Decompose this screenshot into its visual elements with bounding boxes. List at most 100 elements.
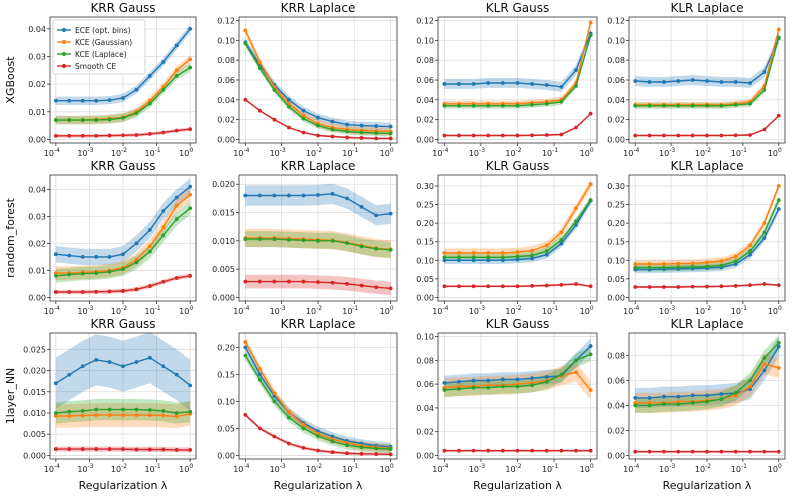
data-point [257,426,262,431]
y-tick-label: 0.010 [23,409,46,418]
data-point [107,269,112,274]
data-point [287,125,291,130]
panel-title: KRR Laplace [281,1,356,15]
data-point [471,82,476,86]
data-point [762,127,767,132]
data-point [762,88,767,92]
x-tick-label: 10-3 [659,147,675,158]
y-tick-label: 0.15 [607,238,625,247]
data-point [705,103,709,108]
data-point [53,133,58,138]
data-point [471,284,476,289]
y-tick-label: 0.12 [607,17,625,26]
data-point [388,247,393,252]
data-point [733,390,738,395]
data-point [574,358,578,363]
data-point [107,289,112,294]
x-tick-label: 100 [580,305,594,316]
panel-3-4: 0.00 0.02 0.04 0.06 0.08 10-4 10-3 10-2 10-1 100 K… [607,317,786,474]
data-point [243,97,248,102]
data-point [588,344,593,348]
data-point [188,26,193,31]
data-point [633,133,638,138]
x-tick-label: 10-4 [44,147,60,158]
data-point [544,243,549,248]
data-point [257,367,262,371]
data-point [748,384,752,389]
data-point [471,385,476,390]
panel-title: KLR Laplace [670,1,743,15]
data-point [121,96,125,100]
data-point [147,249,152,254]
data-point [776,340,781,345]
data-point [330,238,335,243]
data-point [345,122,349,127]
x-tick-label: 10-2 [111,463,127,474]
data-point [486,255,491,260]
data-point [633,103,638,108]
data-point [134,241,139,246]
panel-title: KLR Gauss [486,317,549,331]
data-point [530,82,535,86]
x-tick-label: 10-1 [542,463,558,474]
data-point [134,413,139,418]
panel-1-2: 0.00 0.02 0.04 0.06 0.08 0.10 0.12 10-4 10-3 10-2… [217,1,398,158]
y-tick-label: 0.00 [416,293,434,302]
panel-3-3: 0.00 0.02 0.04 0.06 0.08 0.10 10-4 10-3 10-2 10-1… [416,317,598,474]
confidence-band [444,347,591,398]
data-point [719,284,724,289]
data-point [776,27,781,32]
data-point [705,260,709,265]
data-point [147,355,152,360]
x-tick-label: 100 [580,147,594,158]
data-point [471,250,476,255]
confidence-band [55,188,191,280]
data-point [676,133,681,138]
data-point [316,434,320,438]
data-point [80,290,85,294]
y-tick-label: 0.15 [217,370,235,379]
data-point [257,279,262,284]
data-point [733,259,738,264]
x-tick-label: 100 [179,305,193,316]
data-point [647,265,652,270]
y-tick-label: 0.10 [416,36,434,45]
data-point [80,118,85,122]
data-point [330,434,335,439]
data-point [588,388,593,392]
data-point [345,196,349,201]
data-point [559,372,564,377]
data-point [161,279,166,284]
y-tick-label: 0.10 [416,256,434,265]
y-tick-label: 0.015 [212,209,235,218]
data-point [134,407,139,412]
data-point [147,413,152,418]
data-point [174,217,179,221]
data-point [690,284,695,289]
panel-3-2: 0.00 0.05 0.10 0.15 0.20 10-4 10-3 10-2 10-1 100 K… [217,317,398,474]
data-point [80,271,85,276]
data-point [94,255,99,259]
data-point [374,452,379,456]
data-point [647,403,652,408]
data-point [147,284,152,288]
x-tick-label: 10-1 [342,305,358,316]
data-point [107,98,112,103]
data-point [633,262,638,266]
data-point [748,133,752,137]
data-point [345,129,349,134]
data-point [559,282,564,287]
data-point [287,193,291,198]
data-point [633,265,638,270]
data-point [134,260,139,265]
data-point [316,448,320,453]
data-point [647,262,652,266]
panel-title: KRR Laplace [281,159,356,173]
data-point [544,101,549,106]
data-point [94,271,99,276]
data-point [776,35,781,40]
x-tick-label: 10-2 [695,147,711,158]
y-tick-label: 0.20 [607,219,625,228]
data-point [121,115,125,120]
data-point [161,209,166,213]
